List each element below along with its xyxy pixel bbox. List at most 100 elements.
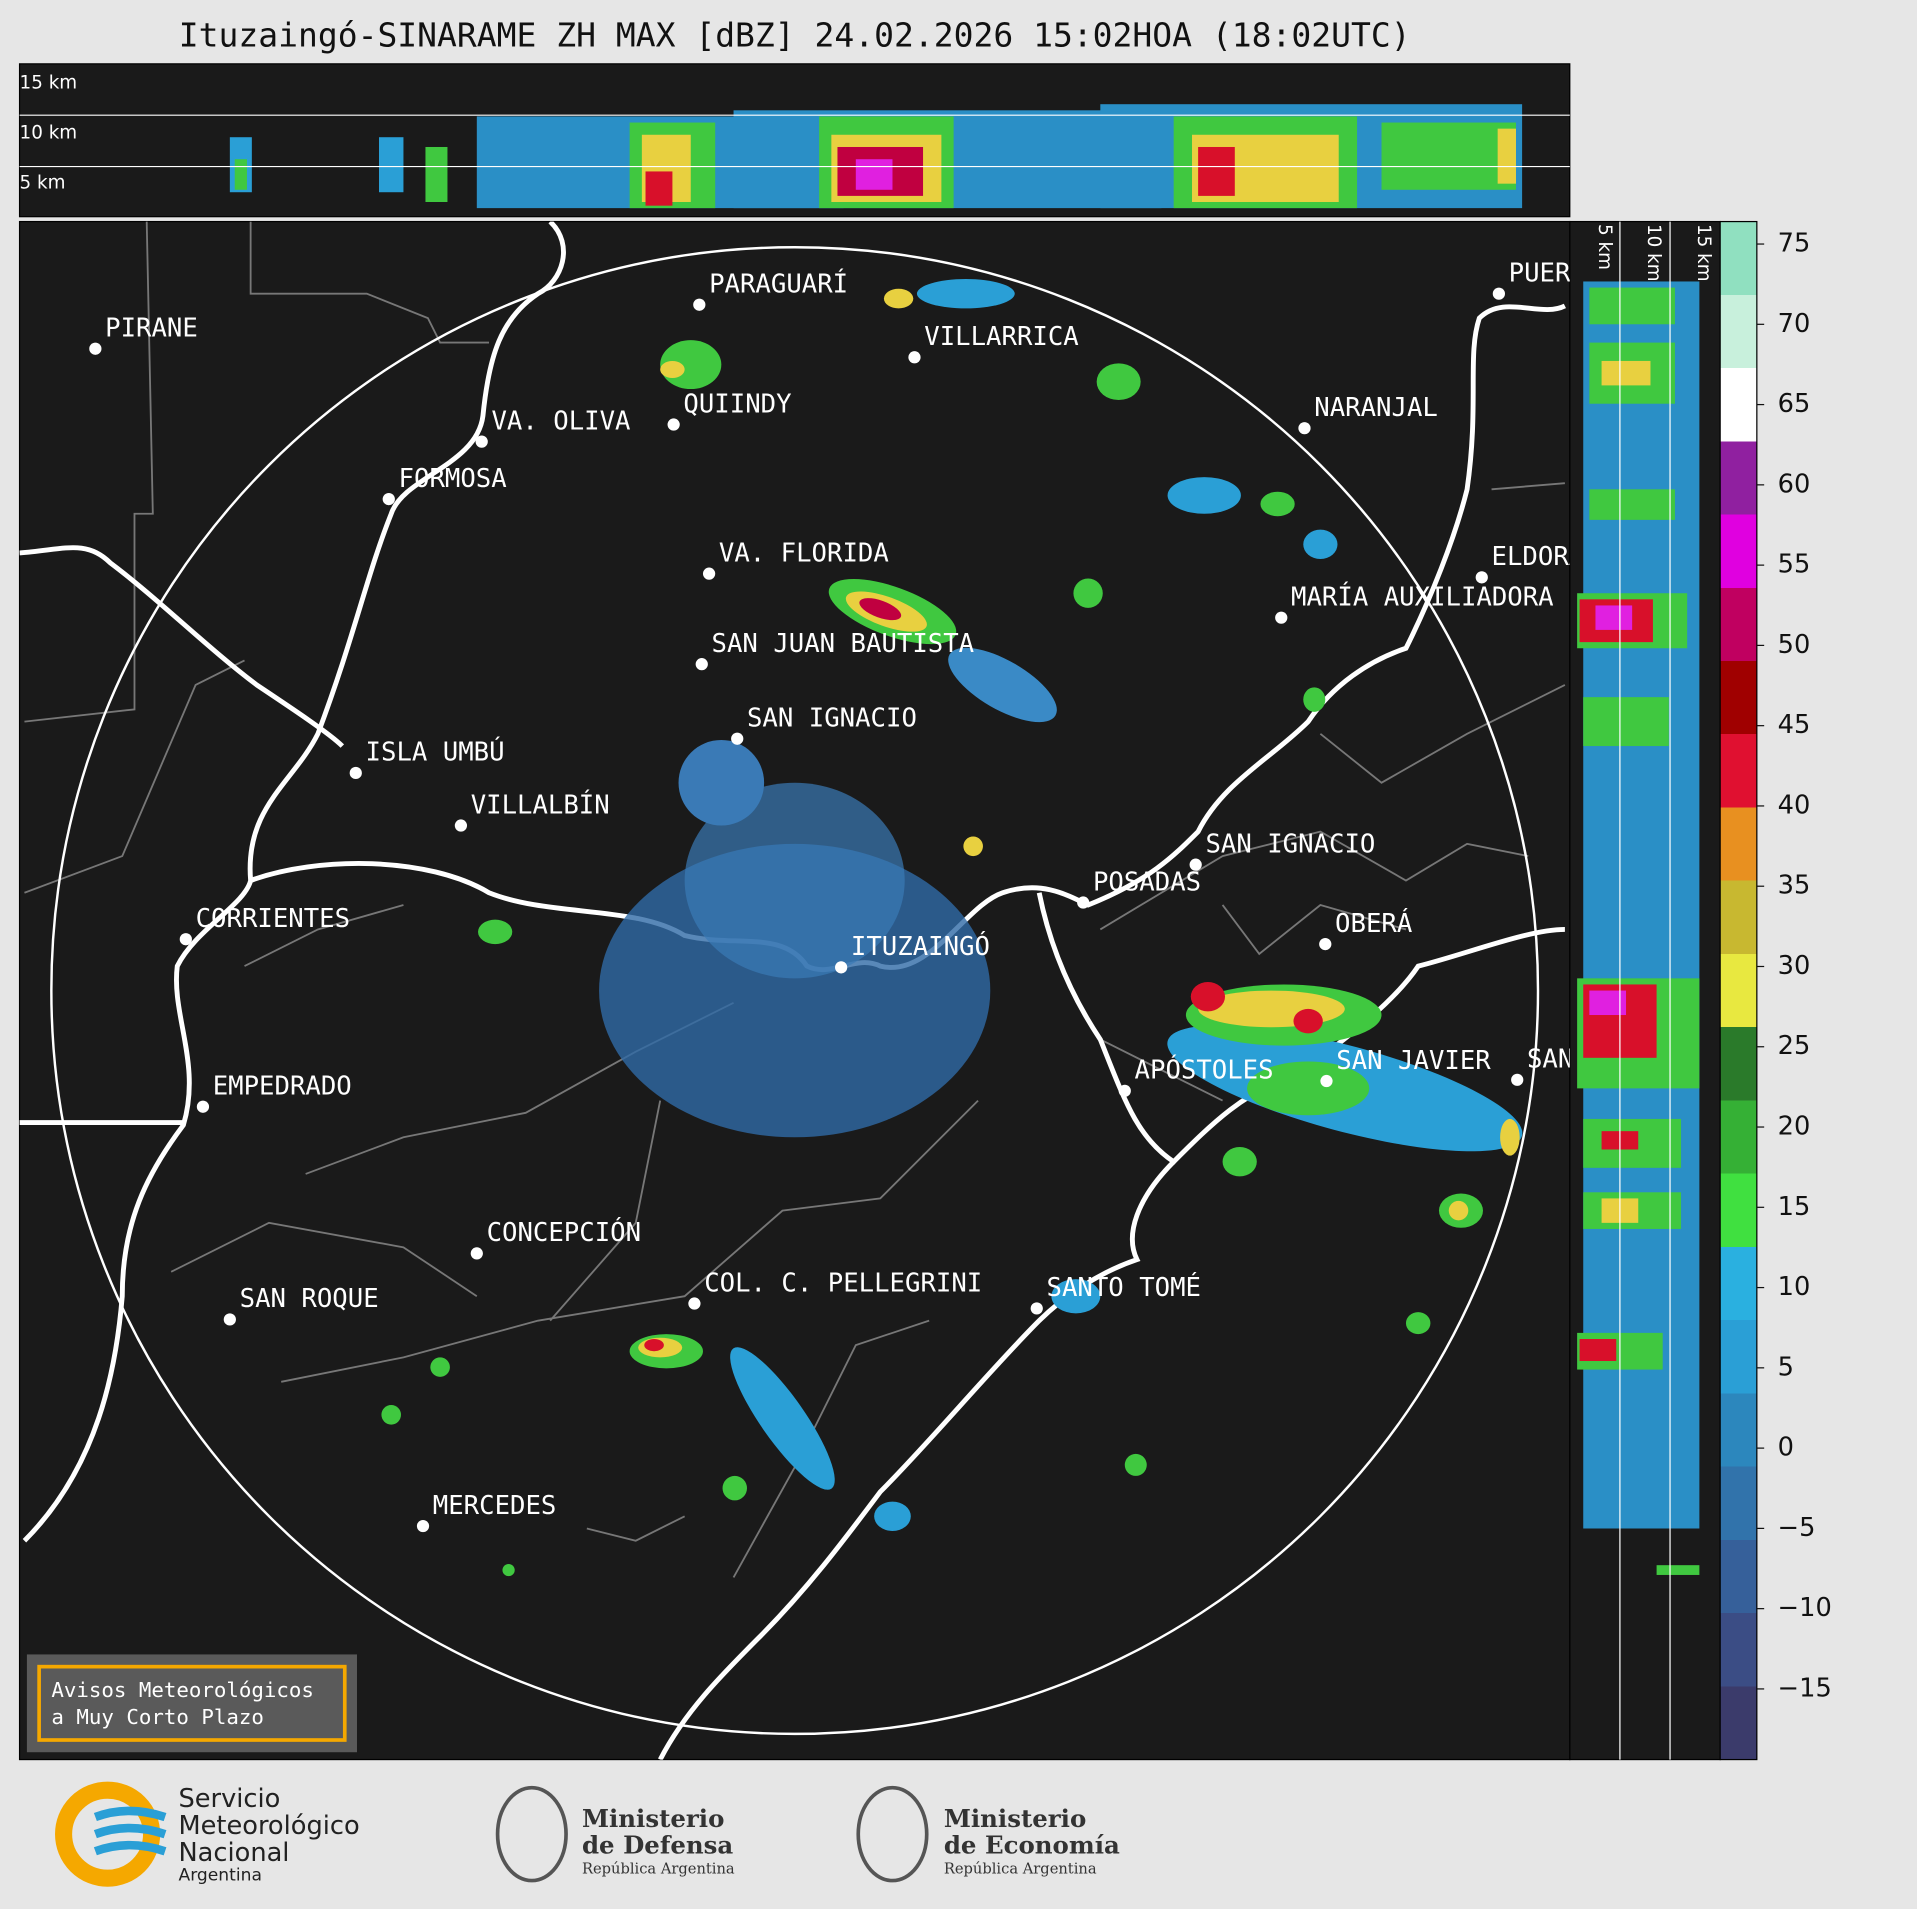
place-marker (1319, 937, 1332, 951)
place-marker (702, 567, 716, 580)
place-label: COL. C. PELLEGRINI (704, 1268, 982, 1298)
colorbar-tick-label: −10 (1778, 1593, 1832, 1623)
place-label: SAN IGNACIO (1205, 829, 1375, 859)
colorbar-tick-label: 20 (1778, 1112, 1811, 1142)
colorbar-tick-label: 35 (1778, 871, 1811, 901)
radar-echoes (381, 279, 1523, 1577)
place-label: ITUZAINGÓ (851, 930, 990, 962)
warning-text: a Muy Corto Plazo (51, 1705, 264, 1729)
place-marker (1492, 287, 1505, 300)
place-marker (688, 1297, 701, 1310)
place-label: VILLARRICA (924, 322, 1078, 352)
place-marker (179, 933, 192, 946)
place-label: PARAGUARÍ (709, 267, 848, 299)
colorbar-ticks: −15 −10 −5 0 5 10 15 20 25 30 35 40 45 50 55 60 65 70 75 (1756, 229, 1832, 1703)
colorbar-tick-label: 0 (1778, 1433, 1794, 1463)
defensa-logo: Ministerio de Defensa República Argentin… (495, 1785, 735, 1883)
colorbar-tick-label: 25 (1778, 1031, 1811, 1061)
place-marker (416, 1519, 430, 1533)
places: PIRANE PARAGUARÍ VILLARRICA VA. OLIVA QUIIND… (89, 258, 1616, 1533)
logo-text: Ministerio (582, 1804, 724, 1833)
place-marker (667, 418, 680, 431)
place-marker (1475, 571, 1488, 584)
warning-box[interactable] (37, 1664, 347, 1742)
logo-text: Argentina (178, 1866, 261, 1886)
place-marker (695, 658, 708, 671)
height-label: 10 km (1643, 224, 1664, 282)
logo-text: de Economía (944, 1831, 1120, 1860)
place-label: PIRANE (105, 313, 198, 343)
place-label: SAN (1527, 1045, 1573, 1075)
range-ring (50, 246, 1540, 1736)
logo-text: Nacional (178, 1838, 289, 1868)
place-marker (1030, 1302, 1043, 1315)
economia-logo: Ministerio de Economía República Argenti… (856, 1785, 1120, 1883)
logo-text: Servicio (178, 1784, 280, 1814)
place-label: POSADAS (1093, 867, 1201, 897)
colorbar-tick-label: 50 (1778, 630, 1811, 660)
place-marker (1298, 422, 1311, 435)
place-label: ISLA UMBÚ (366, 736, 505, 768)
warning-text: Avisos Meteorológicos (51, 1678, 314, 1702)
colorbar-tick-label: 5 (1778, 1352, 1794, 1382)
colorbar-tick-label: 15 (1778, 1192, 1811, 1222)
place-label: SANTO TOMÉ (1047, 1271, 1201, 1303)
colorbar-tick-label: 30 (1778, 951, 1811, 981)
colorbar-tick-label: 70 (1778, 309, 1811, 339)
place-marker (693, 298, 706, 311)
height-label: 5 km (1594, 224, 1615, 270)
place-label: PUERTO (1509, 258, 1602, 288)
place-marker (731, 732, 744, 745)
place-marker (470, 1247, 483, 1260)
colorbar (1719, 220, 1758, 1761)
province-borders (24, 221, 1566, 1578)
place-label: CONCEPCIÓN (487, 1216, 641, 1248)
place-marker (382, 492, 395, 506)
colorbar-tick-label: 65 (1778, 389, 1811, 419)
place-marker (1118, 1084, 1131, 1097)
height-label: 5 km (20, 173, 66, 194)
place-marker (835, 961, 848, 974)
colorbar-tick-label: −15 (1778, 1673, 1832, 1703)
colorbar-tick-label: 60 (1778, 469, 1811, 499)
colorbar-tick-label: 40 (1778, 790, 1811, 820)
place-label: VA. OLIVA (491, 406, 630, 436)
place-marker (223, 1313, 236, 1326)
place-label: OBERÁ (1335, 907, 1412, 939)
place-label: SAN JUAN BAUTISTA (712, 629, 975, 659)
place-marker (1189, 858, 1202, 871)
warning-panel (26, 1654, 357, 1753)
colorbar-tick-label: 55 (1778, 550, 1811, 580)
place-marker (475, 435, 488, 448)
place-marker (196, 1100, 210, 1113)
place-marker (1077, 896, 1090, 909)
place-marker (349, 766, 362, 780)
logo-text: Ministerio (944, 1804, 1086, 1833)
place-marker (1511, 1073, 1524, 1086)
place-label: QUIINDY (683, 389, 791, 419)
place-marker (454, 819, 468, 832)
height-label: 10 km (20, 122, 78, 143)
logo-text: de Defensa (582, 1831, 733, 1860)
place-label: EMPEDRADO (213, 1071, 352, 1101)
logo-text: República Argentina (944, 1860, 1097, 1877)
colorbar-tick-label: 75 (1778, 229, 1811, 259)
map-content: PIRANE PARAGUARÍ VILLARRICA VA. OLIVA QUIIND… (19, 221, 1616, 1760)
place-label: SAN ROQUE (240, 1284, 379, 1314)
place-label: FORMOSA (399, 464, 507, 494)
place-label: SAN IGNACIO (747, 703, 917, 733)
side-echoes (1577, 281, 1700, 1575)
place-label: MERCEDES (433, 1491, 557, 1521)
place-label: CORRIENTES (196, 904, 350, 934)
place-label: NARANJAL (1314, 393, 1438, 423)
place-label: VILLALBÍN (471, 788, 610, 820)
place-label: ELDORADO (1492, 542, 1616, 572)
logo-text: República Argentina (582, 1860, 735, 1877)
place-marker (908, 351, 921, 364)
height-label: 15 km (20, 72, 78, 93)
place-marker (1320, 1074, 1333, 1088)
place-label: SAN JAVIER (1336, 1046, 1491, 1076)
place-marker (89, 342, 102, 355)
